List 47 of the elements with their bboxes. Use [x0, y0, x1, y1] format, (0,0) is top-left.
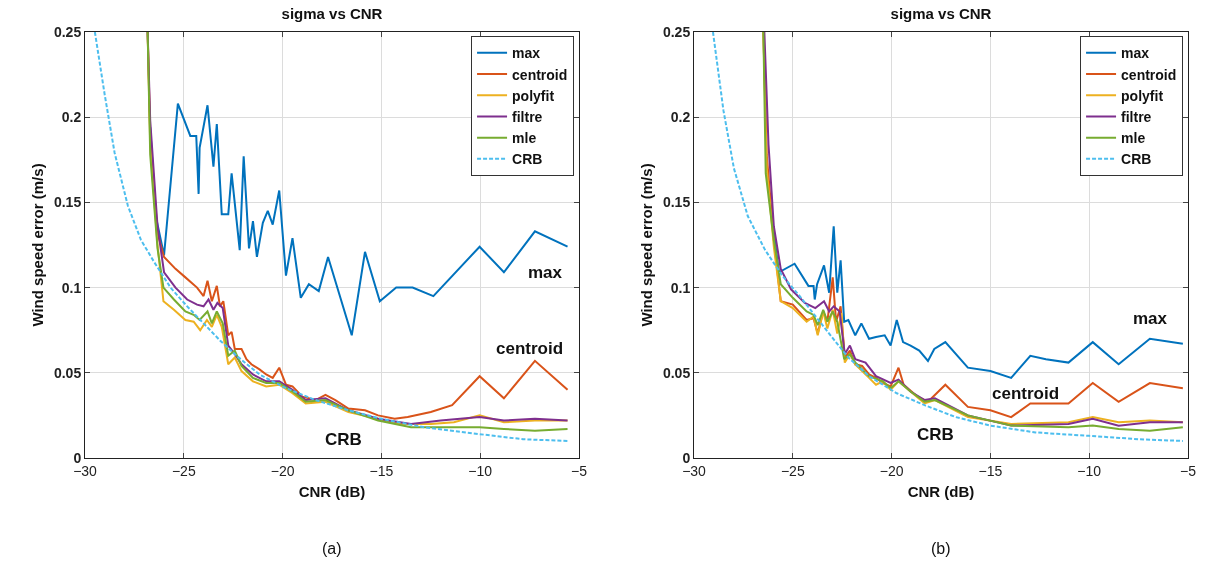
line-series — [772, 225, 1184, 379]
y-tick-label: 0.2 — [61, 109, 82, 126]
x-tick-label: −25 — [780, 462, 805, 479]
x-tick-label: −10 — [468, 462, 493, 479]
y-tick-label: 0.15 — [53, 194, 82, 211]
legend-label: filtre — [512, 108, 543, 125]
legend-label: mle — [512, 130, 537, 147]
chart-title: sigma vs CNR — [281, 4, 383, 22]
y-tick-label: 0.1 — [670, 279, 691, 296]
y-tick-label: 0.05 — [662, 364, 691, 381]
x-tick-label: −25 — [171, 462, 196, 479]
annotation: max — [528, 263, 563, 282]
legend-label: centroid — [1121, 66, 1177, 83]
x-axis-title: CNR (dB) — [298, 482, 366, 500]
y-tick-label: 0.05 — [53, 364, 82, 381]
annotation: centroid — [992, 384, 1060, 403]
x-tick-label: −20 — [270, 462, 295, 479]
text: (a) — [322, 540, 342, 557]
legend-label: max — [1121, 45, 1150, 62]
x-tick-label: −20 — [879, 462, 904, 479]
x-tick-label: −15 — [369, 462, 394, 479]
legend-label: mle — [1121, 130, 1146, 147]
legend-label: max — [512, 45, 541, 62]
x-axis-title: CNR (dB) — [907, 482, 975, 500]
annotation: CRB — [917, 425, 954, 444]
annotation: CRB — [325, 430, 362, 449]
x-tick-label: −10 — [1077, 462, 1102, 479]
y-axis-title: Wind speed error (m/s) — [29, 163, 47, 327]
y-tick-label: 0.25 — [53, 23, 82, 40]
legend-label: polyfit — [1121, 87, 1164, 104]
y-axis-title: Wind speed error (m/s) — [638, 163, 656, 327]
chart-title: sigma vs CNR — [890, 4, 992, 22]
y-tick-label: 0.15 — [662, 194, 691, 211]
x-tick-label: −15 — [978, 462, 1003, 479]
annotation: max — [1133, 309, 1168, 328]
text: (b) — [931, 540, 951, 557]
y-tick-label: 0.25 — [662, 23, 691, 40]
annotation: centroid — [496, 339, 564, 358]
legend-label: polyfit — [512, 87, 555, 104]
x-tick-label: −5 — [1180, 462, 1197, 479]
y-tick-label: 0.1 — [61, 279, 82, 296]
legend-label: CRB — [1121, 151, 1152, 168]
x-tick-label: −5 — [571, 462, 588, 479]
legend-label: CRB — [512, 151, 543, 168]
legend-label: filtre — [1121, 108, 1152, 125]
legend-label: centroid — [512, 66, 568, 83]
y-tick-label: 0.2 — [670, 109, 691, 126]
